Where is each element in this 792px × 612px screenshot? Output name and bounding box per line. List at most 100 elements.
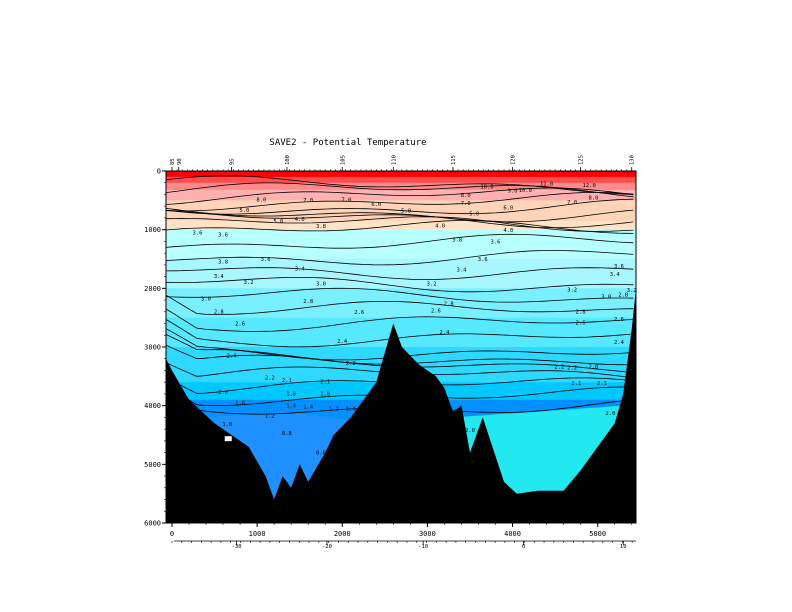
contour-label: 2.4: [337, 339, 348, 345]
contour-label: 2.4: [614, 340, 625, 346]
contour-label: 1.4: [346, 406, 357, 412]
station-tick-label: 85: [170, 158, 176, 165]
isotherm-line: [165, 175, 634, 195]
contour-label: 3.8: [316, 224, 326, 230]
lat-tick-label: 0: [522, 544, 525, 550]
contour-label: 7.0: [461, 201, 471, 207]
y-tick-label: 5000: [144, 461, 161, 469]
isotherm-line: [165, 276, 634, 293]
contour-label: 1.8: [320, 392, 330, 398]
contour-label: 1.8: [286, 392, 296, 398]
station-tick-label: 105: [340, 155, 346, 165]
isotherm-line: [165, 308, 634, 332]
contour-label: 2.2: [567, 365, 577, 371]
contour-label: 2.2: [554, 365, 564, 371]
isotherm-line: [165, 216, 634, 232]
x-tick-label: 0: [170, 530, 174, 538]
station-tick-label: 125: [579, 155, 585, 165]
isotherm-line: [165, 210, 634, 229]
missing-data-patch: [224, 436, 232, 442]
temperature-band: [166, 259, 636, 289]
contour-label: 3.4: [456, 267, 467, 273]
contour-label: 3.6: [218, 233, 228, 239]
temperature-band: [166, 220, 636, 231]
isotherm-line: [165, 198, 634, 215]
isotherm-line: [165, 191, 634, 212]
station-axis: 85 90 95 100 105 110 115 120 125 130: [170, 155, 636, 171]
contour-label: 6.0: [503, 206, 513, 212]
contour-label: 1.2: [329, 406, 339, 412]
contour-label: 3.2: [427, 281, 437, 287]
temperature-band: [166, 171, 636, 178]
contour-label: 7.0: [342, 198, 352, 204]
isotherm-line: [165, 267, 634, 280]
lat-tick-label: -20: [322, 544, 332, 550]
contour-label: 4.0: [503, 228, 513, 234]
contour-label: 2.6: [431, 308, 441, 314]
isotherm-line: [165, 287, 634, 303]
contour-label: 2.0: [465, 428, 475, 434]
contour-label: 2.4: [227, 354, 238, 360]
isotherm-line: [165, 250, 634, 266]
contour-label: 3.4: [295, 267, 306, 273]
y-tick-label: 4000: [144, 402, 161, 410]
temperature-band: [166, 288, 636, 319]
contour-label: 3.6: [491, 240, 501, 246]
contour-label: 3.0: [316, 281, 326, 287]
chart-title: SAVE2 - Potential Temperature: [269, 138, 426, 148]
contour-label: 1.0: [222, 422, 232, 428]
station-tick-label: 130: [630, 155, 636, 165]
x-tick-label: 2000: [334, 530, 351, 538]
station-tick-label: 110: [391, 155, 397, 165]
station-tick-label: 115: [451, 155, 457, 165]
contour-label: 3.4: [610, 272, 621, 278]
contour-label: 2.6: [614, 317, 624, 323]
contour-label: 2.8: [618, 293, 628, 299]
contour-label: 12.0: [583, 183, 596, 189]
isotherm-line: [165, 294, 634, 315]
contour-label: 3.2: [244, 280, 254, 286]
contour-label: 2.6: [576, 321, 586, 327]
contour-label: 3.6: [193, 230, 203, 236]
contour-label: 2.8: [444, 301, 454, 307]
contour-label: 1.4: [286, 403, 297, 409]
isotherm-line: [165, 182, 634, 198]
contour-label: 11.0: [540, 182, 553, 188]
contour-label: 1.6: [235, 400, 245, 406]
latitude-axis: -30 -20 -10 0 10: [171, 540, 636, 550]
contour-label: 1.4: [303, 405, 314, 411]
lat-tick-label: -10: [418, 544, 428, 550]
contour-label: 2.2: [346, 361, 356, 367]
contour-label: 8.0: [256, 198, 266, 204]
station-tick-label: 95: [230, 158, 236, 165]
contour-label: 2.0: [588, 365, 598, 371]
seafloor-bathymetry: [166, 288, 636, 523]
contour-label: 5.0: [469, 212, 479, 218]
contour-label: 1.2: [265, 413, 275, 419]
y-tick-label: 0: [157, 168, 161, 176]
contour-label: 9.0: [508, 189, 518, 195]
station-tick-label: 100: [285, 155, 291, 165]
contour-label: 2.4: [439, 330, 450, 336]
contour-label: 2.0: [218, 390, 228, 396]
contour-labels: 12.011.010.010.09.08.0 8.08.0 7.0 7.07.0 7.0…: [193, 182, 637, 457]
station-tick-label: 120: [511, 155, 517, 165]
contour-label: 7.0: [303, 198, 313, 204]
contour-label: 10.0: [480, 185, 493, 191]
x-tick-label: 3000: [419, 530, 436, 538]
contour-label: 2.2: [265, 375, 275, 381]
contour-label: 2.0: [605, 411, 615, 417]
lat-tick-label: -30: [232, 544, 242, 550]
contour-label: 2.8: [214, 310, 224, 316]
y-tick-label: 2000: [144, 285, 161, 293]
y-tick-label: 1000: [144, 226, 161, 234]
temperature-band: [166, 176, 636, 184]
contour-label: 5.0: [273, 219, 283, 225]
contour-label: 3.6: [478, 257, 488, 263]
seafloor: [166, 288, 636, 523]
isotherm-line: [165, 319, 634, 348]
isotherm-line: [165, 233, 634, 249]
lat-tick-label: 10: [620, 544, 627, 550]
contour-label: 3.6: [614, 264, 624, 270]
